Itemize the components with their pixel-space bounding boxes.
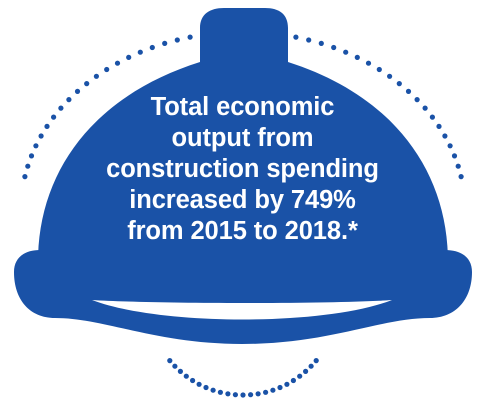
decorative-dot: [436, 123, 442, 129]
decorative-dot: [210, 387, 216, 393]
decorative-dot: [190, 377, 196, 384]
decorative-dot: [93, 73, 99, 79]
statement-line-3: construction spending: [106, 155, 379, 183]
decorative-dot: [177, 368, 183, 374]
helmet-dome: [38, 8, 448, 262]
decorative-dot: [318, 40, 324, 47]
decorative-dot: [306, 37, 312, 43]
decorative-dot: [84, 81, 90, 87]
decorative-dot: [255, 391, 261, 397]
decorative-dot: [217, 389, 223, 395]
decorative-dot: [313, 358, 319, 364]
decorative-dot: [44, 123, 50, 129]
decorative-dot: [248, 392, 254, 398]
decorative-dot: [442, 133, 448, 139]
decorative-dot: [126, 54, 132, 61]
decorative-dot: [38, 133, 44, 139]
statement-line-5: from 2015 to 2018.*: [127, 217, 358, 245]
decorative-dot: [162, 40, 168, 47]
decorative-dot: [303, 368, 309, 374]
decorative-dot: [187, 34, 193, 40]
decorative-dot: [284, 381, 290, 387]
decorative-dot: [396, 81, 402, 87]
decorative-dot: [167, 358, 173, 364]
decorative-dot: [174, 37, 180, 43]
decorative-dot: [455, 163, 461, 169]
decorative-dot: [405, 88, 412, 94]
decorative-dot: [104, 66, 110, 73]
decorative-dot: [25, 163, 31, 169]
decorative-dot: [183, 373, 189, 379]
decorative-dot: [447, 143, 453, 149]
decorative-dot: [196, 381, 202, 387]
decorative-dot: [422, 105, 428, 111]
decorative-dot: [354, 54, 360, 61]
decorative-dot: [74, 88, 81, 94]
decorative-dot: [343, 49, 349, 55]
decorative-dot: [240, 392, 246, 398]
decorative-dot: [58, 105, 64, 111]
decorative-dot: [376, 66, 382, 73]
decorative-dot: [203, 384, 209, 391]
decorative-dot: [263, 389, 269, 395]
decorative-dot: [293, 34, 299, 40]
decorative-dot: [149, 44, 155, 51]
decorative-dot: [429, 114, 435, 120]
decorative-dot: [114, 60, 121, 66]
decorative-dot: [232, 392, 238, 398]
decorative-dot: [22, 174, 28, 180]
decorative-dot: [308, 363, 314, 369]
decorative-dot: [270, 387, 276, 393]
statement-line-4: increased by 749%: [129, 186, 356, 214]
statement-line-1: Total economic: [150, 93, 335, 121]
decorative-dot: [137, 49, 143, 55]
decorative-dot: [451, 153, 458, 159]
decorative-dot: [297, 373, 303, 379]
decorative-dot: [290, 377, 296, 384]
decorative-dot: [365, 60, 372, 66]
helmet-brim: [14, 250, 472, 344]
statement-line-2: output from: [171, 124, 314, 152]
decorative-dot: [172, 363, 178, 369]
decorative-dot: [51, 114, 57, 120]
decorative-dot: [66, 97, 72, 103]
brim-highlight: [92, 300, 392, 320]
decorative-dot: [414, 97, 420, 103]
bottom-dotted-arc: [167, 358, 319, 398]
decorative-dot: [277, 384, 283, 391]
decorative-dot: [387, 73, 393, 79]
statement-text: Total economic output from construction …: [70, 92, 415, 247]
decorative-dot: [331, 44, 337, 51]
decorative-dot: [28, 153, 35, 159]
decorative-dot: [33, 143, 39, 149]
decorative-dot: [225, 391, 231, 397]
decorative-dot: [458, 174, 464, 180]
